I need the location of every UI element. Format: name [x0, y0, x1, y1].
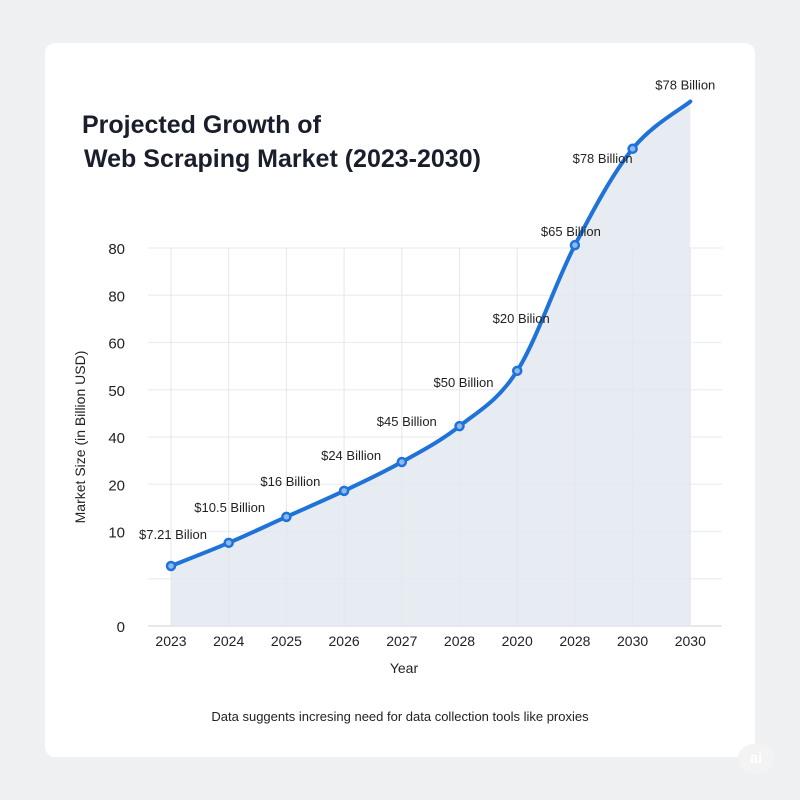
data-label: $78 Billion [573, 151, 633, 166]
data-label: $45 Billion [377, 414, 437, 429]
x-tick-label: 2027 [386, 633, 417, 649]
area-fill [171, 101, 691, 626]
x-tick-label: 2025 [271, 633, 302, 649]
data-point [281, 511, 292, 523]
y-axis-label: Market Size (in Billion USD) [72, 351, 88, 524]
y-tick-label: 50 [108, 383, 125, 400]
data-label: $50 Billion [434, 375, 494, 390]
data-label: $16 Billion [260, 474, 320, 489]
y-tick-label: 60 [108, 336, 125, 353]
x-tick-label: 2020 [502, 633, 533, 649]
y-tick-label: 20 [108, 477, 125, 494]
x-axis-label: Year [390, 660, 419, 676]
x-tick-label: 2024 [213, 633, 244, 649]
y-tick-label: 10 [108, 525, 125, 542]
x-tick-label: 2030 [675, 633, 706, 649]
x-tick-label: 2028 [444, 633, 475, 649]
y-tick-label: 80 [108, 288, 125, 305]
chart-title: Projected Growth of Web Scraping Market … [82, 108, 481, 176]
y-tick-label: 40 [108, 430, 125, 447]
data-label: $7.21 Bilion [139, 527, 207, 542]
data-label: $10.5 Billion [194, 500, 265, 515]
x-tick-label: 2026 [329, 633, 360, 649]
watermark-logo: ai [738, 744, 774, 774]
data-point [396, 456, 408, 468]
data-point [338, 485, 350, 497]
chart-title-line-1: Projected Growth of [82, 111, 321, 139]
data-label: $78 Billion [655, 78, 715, 93]
y-tick-label: 0 [117, 619, 125, 636]
data-point [627, 143, 638, 155]
data-point [511, 365, 523, 377]
footnote: Data suggents incresing need for data co… [211, 709, 589, 724]
y-tick-label: 80 [108, 241, 125, 258]
x-tick-label: 2023 [155, 633, 186, 649]
x-tick-label: 2030 [617, 633, 648, 649]
data-label: $24 Billion [321, 448, 381, 463]
data-label: $65 Billion [541, 224, 601, 239]
data-point [454, 420, 465, 432]
data-point [569, 239, 581, 251]
data-label: $20 Bilion [493, 311, 550, 326]
chart-title-line-2: Web Scraping Market (2023-2030) [84, 145, 481, 173]
x-tick-label: 2028 [559, 633, 590, 649]
data-point [223, 537, 234, 549]
data-point [165, 560, 177, 572]
